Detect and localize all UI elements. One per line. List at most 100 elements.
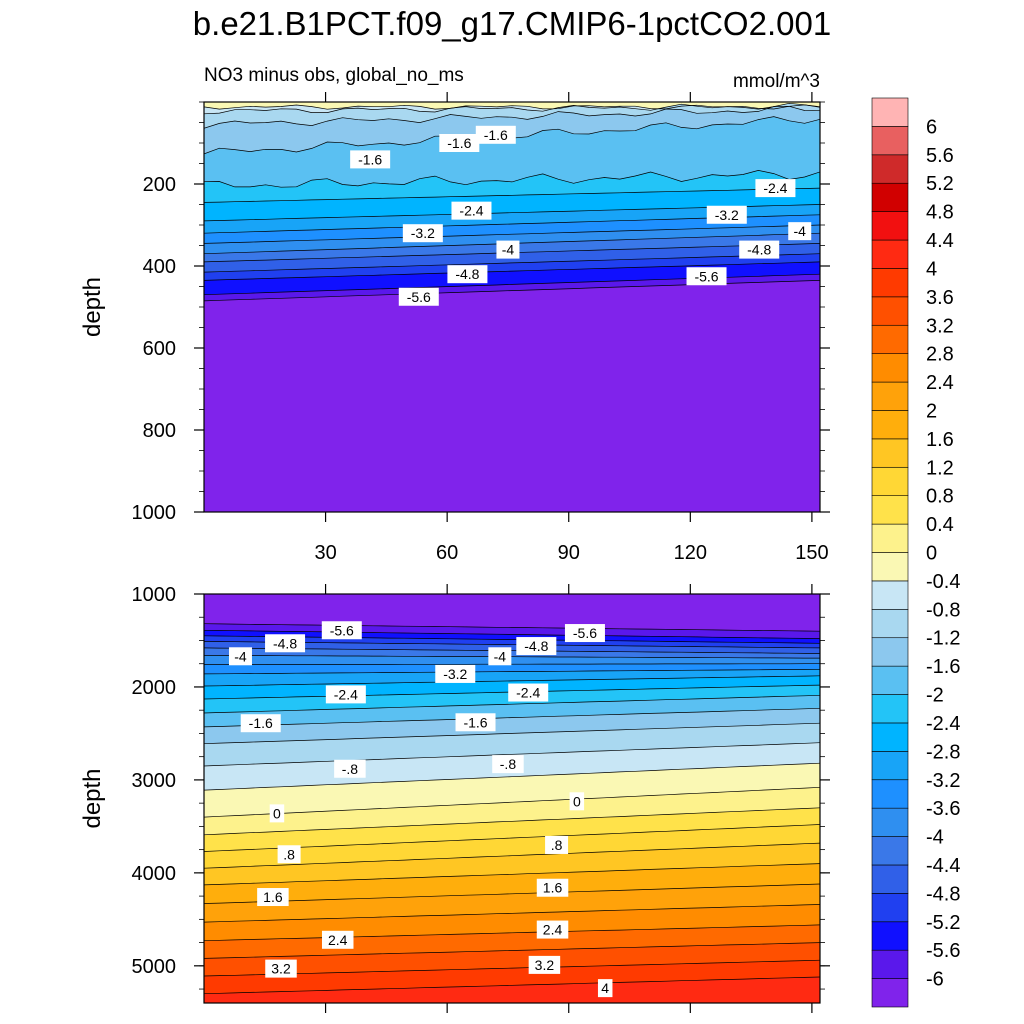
contour-line	[204, 904, 820, 923]
contour-label-text: -1.6	[358, 151, 382, 167]
contour-label-text: -4	[502, 242, 515, 258]
x-tick-label: 120	[674, 542, 707, 564]
colorbar-swatch	[871, 552, 909, 582]
contour-line	[204, 742, 820, 767]
contour-label-text: -5.6	[407, 289, 431, 305]
contour-line	[204, 942, 820, 959]
contour-label-text: 3.2	[535, 957, 555, 973]
y-tick-label: 1000	[132, 584, 177, 606]
contour-line	[204, 924, 820, 942]
contour-label: 0	[269, 804, 285, 823]
colorbar-swatch	[871, 836, 909, 866]
colorbar-swatch	[871, 211, 909, 241]
colorbar-swatch	[871, 580, 909, 610]
contour-label-text: -4.8	[273, 635, 297, 651]
colorbar-swatch	[871, 154, 909, 184]
colorbar-swatch	[871, 495, 909, 525]
contour-label: 1.6	[536, 878, 569, 897]
contour-label: -5.6	[321, 621, 362, 640]
contour-label: 0	[569, 792, 585, 811]
colorbar-label: -4.4	[926, 855, 960, 877]
contour-label-text: -3.2	[715, 207, 739, 223]
colorbar-swatch	[871, 410, 909, 440]
colorbar-label: 1.6	[926, 429, 954, 451]
contour-line	[204, 655, 820, 659]
contour-line	[204, 707, 820, 728]
contour-line	[204, 647, 820, 654]
figure-title: b.e21.B1PCT.f09_g17.CMIP6-1pctCO2.001	[193, 5, 831, 42]
contour-label-text: -4	[794, 223, 807, 239]
contour-label-text: -1.6	[249, 715, 273, 731]
contour-label: -4	[488, 647, 512, 666]
x-tick-label: 30	[314, 542, 336, 564]
contour-label-text: -5.6	[573, 625, 597, 641]
colorbar-swatch	[871, 324, 909, 354]
contour-label-text: 0	[573, 793, 581, 809]
colorbar-label: -5.6	[926, 940, 960, 962]
contour-line	[204, 668, 820, 675]
contour-label: -1.6	[350, 150, 391, 169]
contour-label: -1.6	[240, 714, 281, 733]
colorbar-label: -2	[926, 685, 944, 707]
colorbar-label: -0.4	[926, 571, 960, 593]
colorbar-label: -1.6	[926, 656, 960, 678]
contour-label: -1.6	[439, 134, 480, 152]
colorbar-label: 1.2	[926, 457, 954, 479]
colorbar-label: 5.2	[926, 173, 954, 195]
contour-label-text: 1.6	[263, 889, 283, 905]
contour-line	[204, 883, 820, 904]
y-tick-label: 5000	[132, 956, 177, 978]
contour-label-text: .8	[283, 846, 295, 862]
contour-line	[204, 675, 820, 687]
contour-label-text: 2.4	[328, 932, 348, 948]
colorbar-label: -5.2	[926, 912, 960, 934]
contour-line	[204, 959, 820, 977]
colorbar-swatch	[871, 949, 909, 979]
colorbar-label: -0.8	[926, 599, 960, 621]
colorbar-swatch	[871, 353, 909, 383]
contour-line	[204, 863, 820, 886]
colorbar-label: -3.2	[926, 770, 960, 792]
contour-line	[204, 102, 820, 115]
contour-line	[204, 170, 820, 188]
contour-label-text: 1.6	[543, 880, 563, 896]
colorbar-label: -6	[926, 969, 944, 991]
colorbar-swatch	[871, 523, 909, 553]
x-tick-label: 150	[795, 542, 828, 564]
y-tick-label: 600	[143, 338, 176, 360]
contour-label-text: -4.8	[747, 242, 771, 258]
contour-label-text: -.8	[500, 756, 517, 772]
contour-label-text: -4.8	[455, 266, 479, 282]
contour-label: -4	[496, 240, 520, 259]
contour-line	[204, 629, 820, 639]
units-label: mmol/m^3	[733, 71, 820, 92]
contour-label-text: -2.4	[459, 203, 483, 219]
contour-label-text: -4	[494, 648, 507, 664]
colorbar-label: -1.2	[926, 628, 960, 650]
contour-line	[204, 253, 820, 273]
contour-label: .8	[545, 835, 569, 854]
contour-line	[204, 261, 820, 281]
contour-label: 2.4	[536, 920, 569, 939]
contour-line	[204, 976, 820, 995]
contour-band	[204, 977, 820, 1003]
contour-line	[204, 641, 820, 649]
contour-label-text: -1.6	[463, 714, 487, 730]
colorbar-swatch	[871, 182, 909, 212]
contour-line	[204, 807, 820, 836]
colorbar-swatch	[871, 807, 909, 837]
x-tick-label: 90	[558, 542, 580, 564]
contour-label-text: 2.4	[543, 922, 563, 938]
y-tick-label: 1000	[132, 502, 177, 524]
contour-label: -4.8	[265, 634, 306, 653]
contour-label: -4	[228, 647, 252, 666]
colorbar-swatch	[871, 637, 909, 667]
panel-subtitle: NO3 minus obs, global_no_ms	[204, 65, 464, 86]
contour-band	[204, 280, 820, 512]
colorbar-label: 2	[926, 400, 937, 422]
colorbar-label: -2.8	[926, 741, 960, 763]
contour-label-text: -3.2	[443, 666, 467, 682]
contour-line	[204, 824, 820, 852]
colorbar: -6 -5.6 -5.2 -4.8 -4.4 -4 -3.6 -3.2 -2.8 -2.4 -2 -1…	[871, 97, 960, 1008]
